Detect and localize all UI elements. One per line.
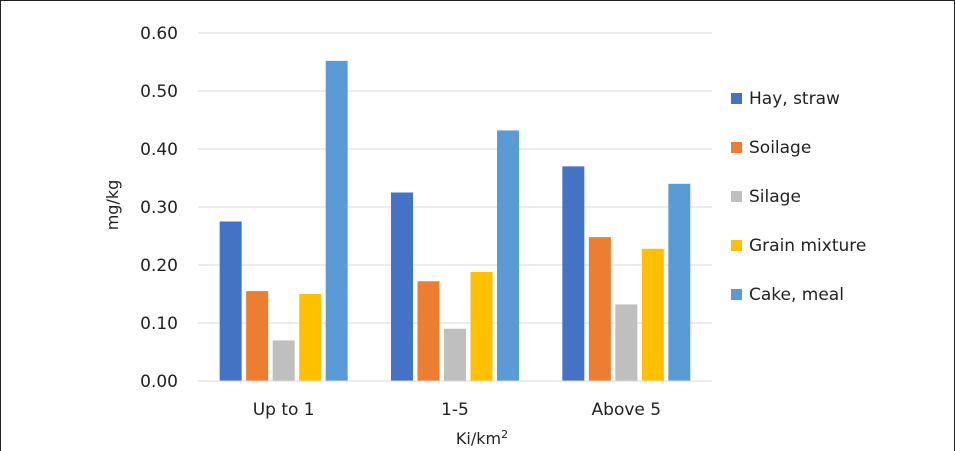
- bar-soilage-2: [417, 281, 440, 381]
- bar-silage-2: [444, 328, 466, 381]
- y-tick-label: 0.40: [140, 140, 178, 160]
- legend-label: Silage: [749, 187, 801, 207]
- y-tick-label: 0.00: [140, 372, 178, 392]
- bar-cake-meal-2: [497, 130, 519, 381]
- y-axis-ticks: 0.00 0.10 0.20 0.30 0.40 0.50 0.60: [140, 24, 178, 392]
- legend-label: Soilage: [749, 138, 811, 158]
- legend-swatch: [731, 142, 742, 153]
- bar-soilage-1: [246, 291, 269, 381]
- x-tick-label: Above 5: [592, 400, 662, 420]
- bar-grain-mixture-2: [470, 271, 493, 381]
- bar-silage-1: [272, 340, 295, 381]
- y-tick-label: 0.20: [140, 256, 178, 276]
- x-axis-title-superscript: 2: [501, 428, 508, 441]
- x-tick-label: Up to 1: [253, 400, 315, 420]
- bar-cake-meal-3: [668, 183, 691, 381]
- legend-swatch: [731, 289, 742, 300]
- y-tick-label: 0.10: [140, 314, 178, 334]
- bar-soilage-3: [588, 237, 611, 381]
- legend-swatch: [731, 93, 742, 104]
- legend-label: Hay, straw: [749, 89, 840, 109]
- y-tick-label: 0.60: [140, 24, 178, 44]
- legend-swatch: [731, 240, 742, 251]
- bars: [219, 60, 691, 382]
- gridlines: [198, 32, 712, 324]
- bar-silage-3: [615, 304, 638, 381]
- bar-cake-meal-1: [325, 60, 348, 382]
- x-tick-label: 1-5: [441, 400, 469, 420]
- legend-label: Grain mixture: [749, 236, 866, 256]
- y-axis-title: mg/kg: [103, 180, 122, 231]
- bar-grain-mixture-3: [641, 248, 664, 381]
- bar-grain-mixture-1: [299, 294, 322, 381]
- legend-label: Cake, meal: [749, 285, 844, 305]
- x-axis-title-base: Ki/km: [456, 429, 501, 448]
- legend-swatch: [731, 191, 742, 202]
- bar-hay-straw-2: [391, 192, 413, 381]
- y-tick-label: 0.50: [140, 82, 178, 102]
- bar-hay-straw-1: [219, 221, 242, 381]
- x-axis-ticks: Up to 1 1-5 Above 5: [253, 400, 661, 420]
- y-tick-label: 0.30: [140, 198, 178, 218]
- x-axis-title: Ki/km2: [456, 428, 508, 448]
- legend: Hay, straw Soilage Silage Grain mixture Cake…: [731, 89, 866, 305]
- bar-hay-straw-3: [562, 166, 585, 381]
